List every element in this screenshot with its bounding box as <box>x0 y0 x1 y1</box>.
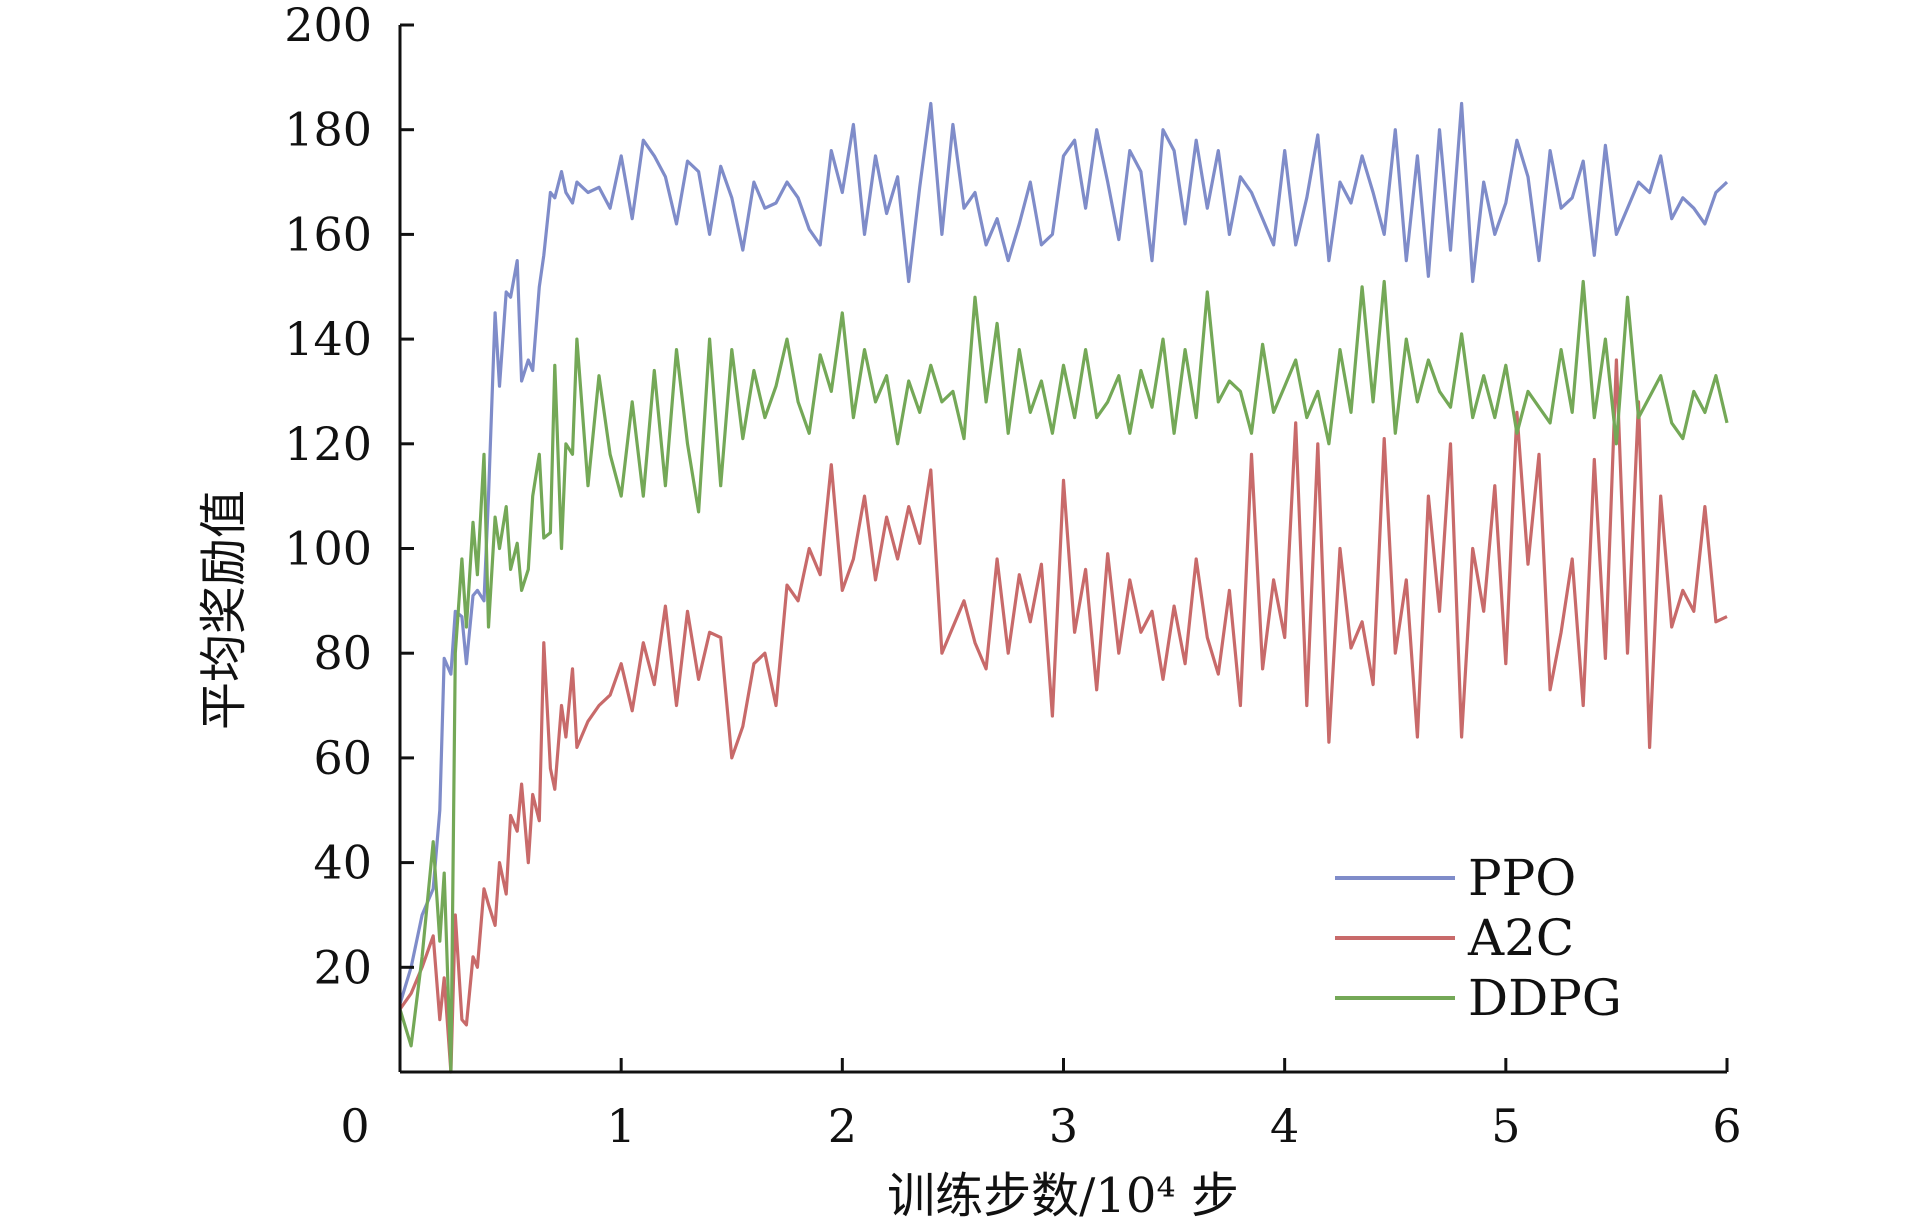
y-tick-label: 40 <box>313 836 372 890</box>
legend-label-ppo: PPO <box>1468 849 1576 907</box>
series-layer <box>398 101 1729 1074</box>
x-axis-title: 训练步数/10⁴ 步 <box>887 1168 1239 1224</box>
series-line-a2c <box>398 358 1728 1074</box>
x-tick-label: 4 <box>1270 1099 1299 1153</box>
y-tick-label: 60 <box>313 731 372 785</box>
y-tick-label: 100 <box>284 522 372 576</box>
y-tick-label: 80 <box>313 626 372 680</box>
series-line-ddpg <box>398 279 1729 1074</box>
y-tick-label: 200 <box>284 0 372 52</box>
y-tick-label: 160 <box>284 207 372 261</box>
x-tick-label: 1 <box>607 1099 636 1153</box>
y-tick-label: 140 <box>284 312 372 366</box>
x-tick-label: 6 <box>1712 1099 1741 1153</box>
ticks-layer: 20 40 60 80 100 120 140 160 180 200 0 1 2 3 4 5 6 <box>284 0 1741 1153</box>
y-tick-label: 120 <box>284 417 372 471</box>
x-tick-label: 3 <box>1049 1099 1078 1153</box>
x-tick-label: 5 <box>1491 1099 1520 1153</box>
y-axis-title: 平均奖励值 <box>196 490 252 730</box>
legend-label-a2c: A2C <box>1467 909 1574 967</box>
x-tick-label: 0 <box>340 1099 369 1153</box>
series-line-ppo <box>398 101 1729 1005</box>
y-tick-label: 20 <box>313 940 372 994</box>
x-tick-label: 2 <box>828 1099 857 1153</box>
legend-label-ddpg: DDPG <box>1468 969 1622 1027</box>
y-tick-label: 180 <box>284 103 372 157</box>
